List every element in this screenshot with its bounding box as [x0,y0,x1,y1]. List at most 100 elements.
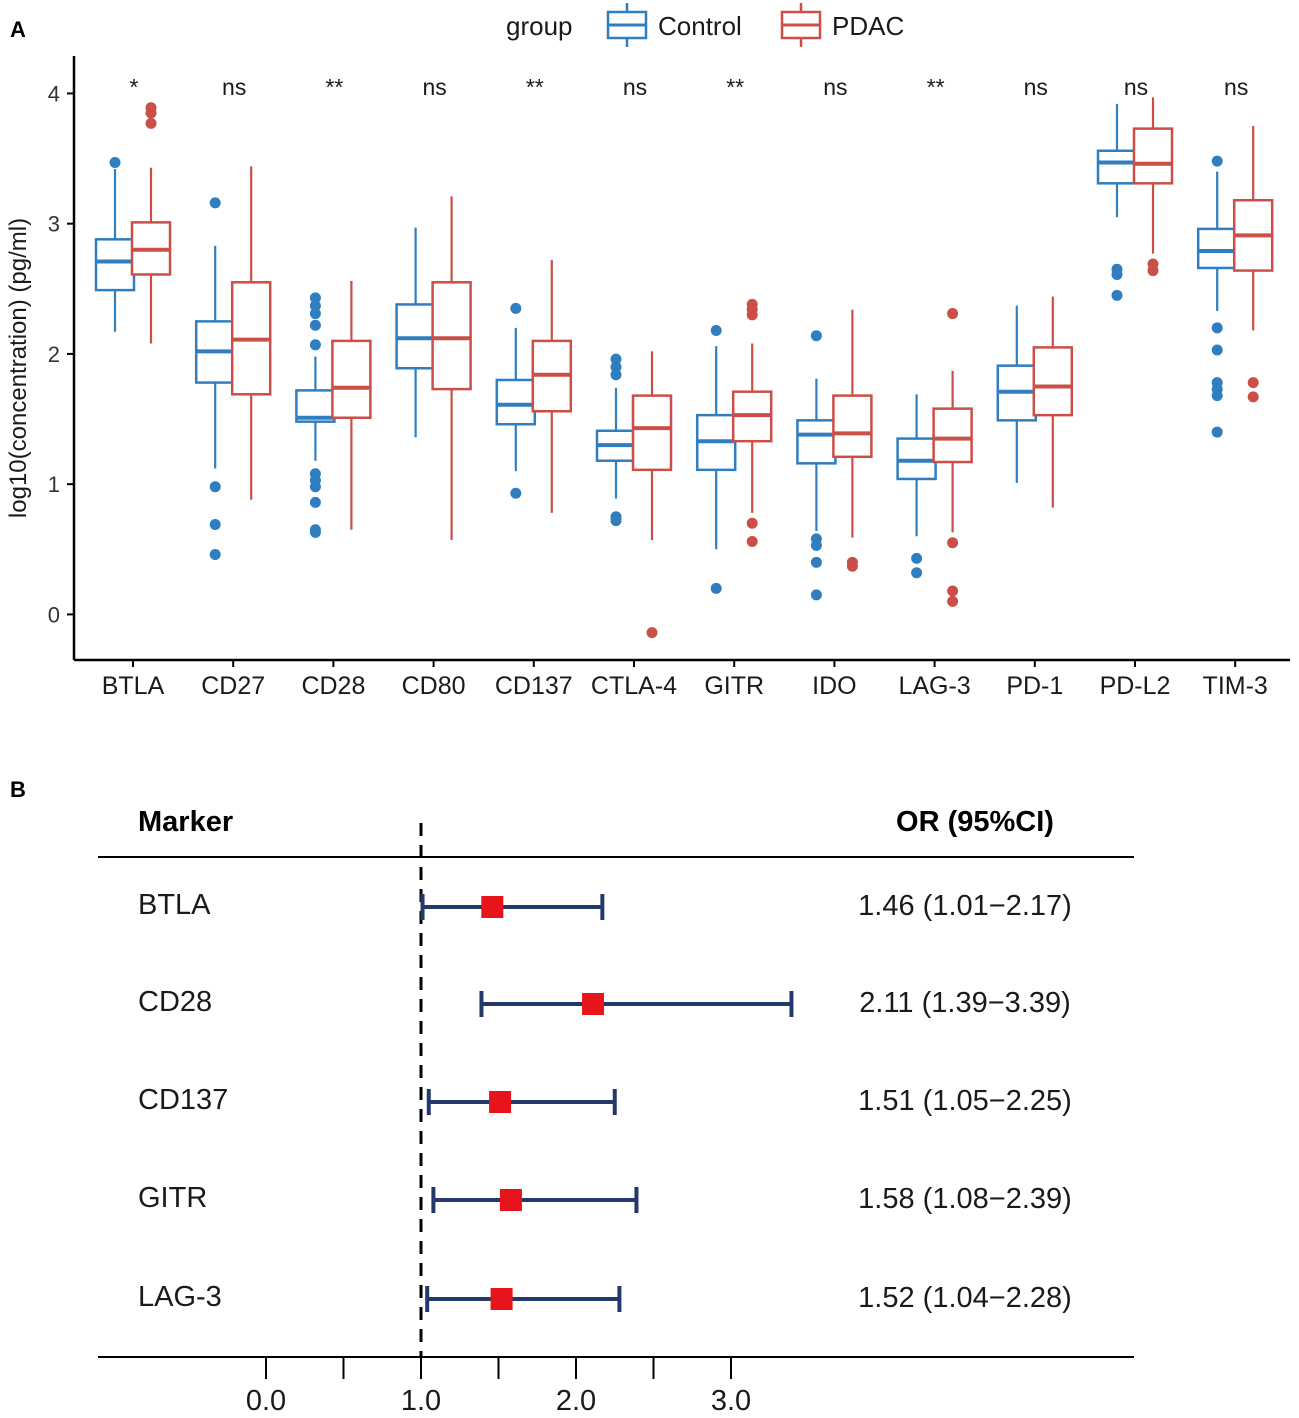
significance-label-btla: * [130,74,139,100]
significance-label-cd137: ** [526,74,544,100]
box-cd28-pdac [331,339,372,419]
boxplot-panel: group Control PDAC log10(concentration) … [5,3,1290,700]
outlier-cd28-control-1 [309,300,321,312]
y-tick-label-0: 0 [48,602,60,627]
significance-label-cd28: ** [325,74,343,100]
or-marker-gitr [499,1189,522,1211]
outlier-gitr-control-1 [710,582,722,594]
outlier-pd-l2-pdac-1 [1147,265,1159,277]
x-tick-label-3: 3.0 [711,1385,751,1417]
outlier-btla-pdac-1 [145,107,157,119]
x-tick-label-0: 0.0 [246,1385,286,1417]
significance-label-gitr: ** [726,74,744,100]
box-btla-control [94,238,136,292]
significance-label-cd27: ns [222,74,246,100]
box-cd137-control [495,378,537,426]
or-marker-cd137 [489,1091,512,1113]
outlier-gitr-pdac-2 [746,309,758,321]
legend-title: group [506,11,573,41]
outlier-tim-3-control-0 [1211,155,1223,167]
outlier-lag-3-pdac-2 [947,585,959,597]
or-text-lag-3: 1.52 (1.04−2.28) [858,1282,1072,1314]
outlier-ctla-4-control-0 [610,353,622,365]
outlier-cd28-control-4 [309,339,321,351]
outlier-lag-3-pdac-1 [947,537,959,549]
forest-plot-area: BTLA 1.46 (1.01−2.17) CD28 2.11 (1.39−3.39)… [138,823,1072,1417]
row-label-gitr: GITR [138,1182,207,1214]
outlier-pd-l2-control-2 [1111,289,1123,301]
x-tick-label-gitr: GITR [704,672,764,700]
box-cd80-pdac [431,281,472,391]
outlier-ido-control-3 [810,556,822,568]
box-pd-l2-control [1096,149,1138,185]
outlier-gitr-pdac-4 [746,535,758,547]
or-text-cd137: 1.51 (1.05−2.25) [858,1085,1072,1117]
outlier-ido-control-2 [810,539,822,551]
panel-label-b: B [10,777,26,802]
outlier-ido-control-0 [810,330,822,342]
x-tick-label-pd-l2: PD-L2 [1100,672,1171,700]
x-tick-label-cd137: CD137 [495,672,573,700]
outlier-tim-3-pdac-0 [1247,377,1259,389]
outlier-tim-3-control-5 [1211,390,1223,402]
outlier-cd28-control-3 [309,319,321,331]
legend: group Control PDAC [506,3,904,47]
x-tick-label-ido: IDO [812,672,856,700]
outlier-gitr-pdac-3 [746,517,758,529]
outlier-cd137-control-1 [510,487,522,499]
box-tim-3-control [1196,227,1238,270]
row-label-lag-3: LAG-3 [138,1281,222,1313]
outlier-ctla-4-control-1 [610,361,622,373]
y-tick-label-3: 3 [48,212,60,237]
significance-label-pd-l2: ns [1124,74,1148,100]
header-or-ci: OR (95%CI) [896,806,1054,838]
panel-label-a: A [10,17,26,42]
outlier-tim-3-control-2 [1211,344,1223,356]
y-axis-label: log10(concentration) (pg/ml) [5,218,32,518]
outlier-cd28-control-0 [309,292,321,304]
significance-label-pd-1: ns [1024,74,1048,100]
or-marker-cd28 [582,993,605,1015]
outlier-tim-3-control-1 [1211,322,1223,334]
box-pd-1-pdac [1032,346,1074,417]
x-tick-label-ctla-4: CTLA-4 [591,672,677,700]
x-tick-label-cd80: CD80 [402,672,466,700]
y-tick-label-1: 1 [48,472,60,497]
outlier-tim-3-pdac-1 [1247,391,1259,403]
row-label-cd28: CD28 [138,986,212,1018]
row-label-btla: BTLA [138,889,211,921]
x-tick-label-cd27: CD27 [201,672,265,700]
x-tick-label-tim-3: TIM-3 [1203,672,1268,700]
box-lag-3-pdac [932,407,973,464]
or-text-btla: 1.46 (1.01−2.17) [858,890,1072,922]
row-label-cd137: CD137 [138,1084,228,1116]
significance-label-tim-3: ns [1224,74,1248,100]
significance-label-lag-3: ** [927,74,945,100]
outlier-gitr-control-0 [710,324,722,336]
outlier-cd28-control-10 [309,526,321,538]
outlier-btla-pdac-2 [145,117,157,129]
or-marker-btla [481,896,504,918]
outlier-cd137-control-0 [510,302,522,314]
outlier-btla-control-0 [109,156,121,168]
x-tick-label-pd-1: PD-1 [1006,672,1063,700]
legend-label-control: Control [658,11,742,41]
outlier-ido-pdac-1 [846,560,858,572]
outlier-cd27-control-0 [209,197,221,209]
box-pd-l2-pdac [1132,127,1174,185]
outlier-ido-control-4 [810,589,822,601]
or-text-cd28: 2.11 (1.39−3.39) [859,987,1070,1019]
header-marker: Marker [138,806,233,838]
or-text-gitr: 1.58 (1.08−2.39) [858,1183,1072,1215]
outlier-ctla-4-control-4 [610,515,622,527]
forest-plot-panel: Marker OR (95%CI) BTLA 1.46 (1.01−2.17) CD… [98,806,1134,1417]
outlier-lag-3-control-0 [911,552,923,564]
legend-label-pdac: PDAC [832,11,904,41]
y-tick-label-4: 4 [48,81,60,106]
outlier-lag-3-pdac-0 [947,308,959,320]
outlier-cd27-control-1 [209,481,221,493]
outlier-cd28-control-8 [309,496,321,508]
box-ido-pdac [832,394,873,459]
outlier-ctla-4-pdac-0 [646,627,658,639]
